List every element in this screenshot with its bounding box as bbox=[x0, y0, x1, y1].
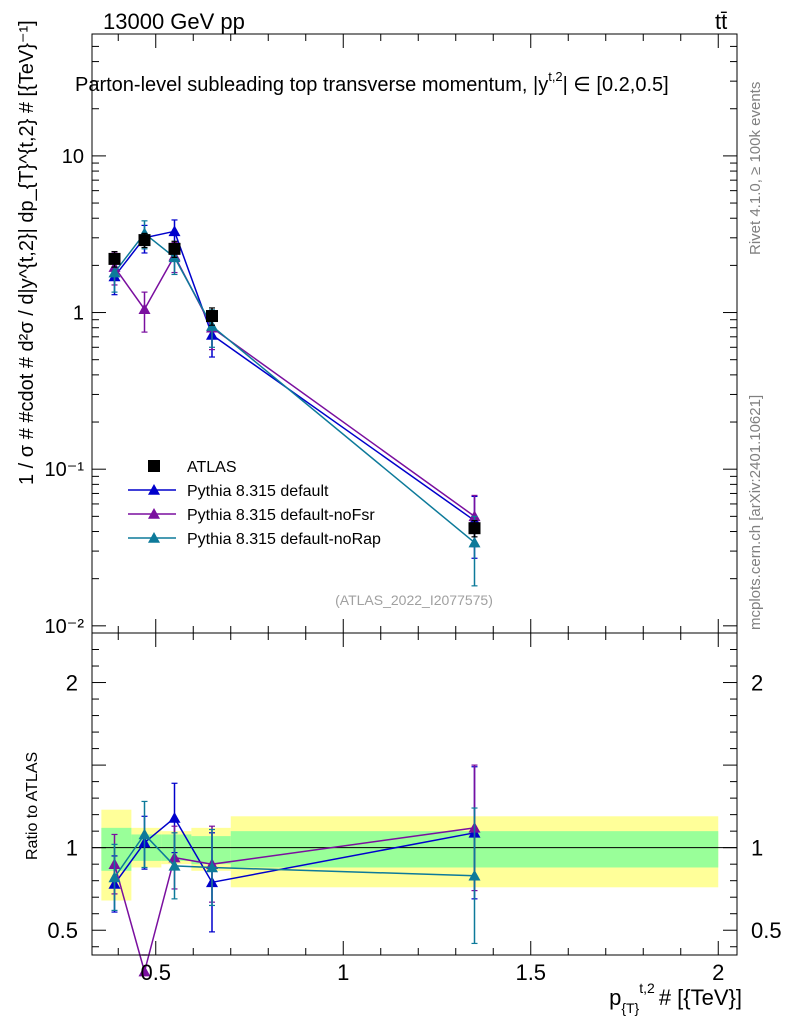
data-point-atlas bbox=[468, 522, 481, 535]
x-tick-label: 1 bbox=[337, 960, 349, 985]
legend-marker-atlas bbox=[148, 460, 160, 472]
x-tick-label: 0.5 bbox=[140, 960, 171, 985]
y-tick-label: 1 bbox=[73, 303, 84, 325]
main-ticks: 10⁻² 10⁻¹ 1 10 bbox=[45, 33, 737, 638]
ratio-frame bbox=[91, 632, 738, 956]
x-tick-label: 2 bbox=[712, 960, 724, 985]
energy-label: 13000 GeV pp bbox=[103, 9, 245, 34]
data-point-default bbox=[168, 225, 181, 237]
ratio-point-default bbox=[168, 811, 181, 823]
y-tick-label: 10 bbox=[62, 146, 84, 168]
plot-title: Parton-level subleading top transverse m… bbox=[75, 69, 669, 96]
ratio-point-noRap bbox=[168, 859, 181, 871]
ratio-y-tick-label: 2 bbox=[66, 671, 78, 696]
data-point-atlas bbox=[168, 242, 181, 255]
legend-label-noFsr: Pythia 8.315 default-noFsr bbox=[187, 507, 375, 524]
data-point-atlas bbox=[108, 252, 121, 265]
ratio-point-noRap bbox=[468, 869, 481, 881]
legend-label-default: Pythia 8.315 default bbox=[187, 483, 329, 500]
data-point-atlas bbox=[206, 310, 218, 323]
mcplots-label: mcplots.cern.ch [arXiv:2401.10621] bbox=[747, 395, 764, 630]
data-point-noFsr bbox=[138, 303, 151, 315]
ratio-y-tick-label-right: 1 bbox=[751, 836, 763, 861]
process-label: tt̄ bbox=[715, 9, 727, 34]
x-axis-label: p{T}t,2 # [{TeV}] bbox=[609, 980, 742, 1016]
ratio-y-tick-label-right: 0.5 bbox=[751, 918, 782, 943]
legend: ATLAS Pythia 8.315 default Pythia 8.315 de… bbox=[128, 459, 381, 548]
ratio-bands bbox=[92, 809, 737, 901]
main-y-axis-label: 1 / σ # #cdot # d²σ / d|y^{t,2}| dp_{T}^… bbox=[16, 20, 38, 485]
data-point-noRap bbox=[108, 266, 121, 278]
ratio-y-tick-label: 0.5 bbox=[47, 918, 78, 943]
x-tick-label: 1.5 bbox=[515, 960, 546, 985]
ratio-point-noRap bbox=[138, 828, 151, 840]
ratio-y-axis-label: Ratio to ATLAS bbox=[24, 752, 41, 860]
y-tick-label: 10⁻² bbox=[45, 616, 85, 638]
legend-marker-default bbox=[148, 484, 160, 495]
legend-marker-noFsr bbox=[148, 508, 160, 519]
ratio-y-tick-label: 1 bbox=[66, 836, 78, 861]
legend-label-noRap: Pythia 8.315 default-noRap bbox=[187, 531, 381, 548]
series-line-noFsr bbox=[113, 254, 475, 517]
ratio-point-noRap bbox=[206, 861, 218, 873]
ratio-y-tick-label-right: 2 bbox=[751, 671, 763, 696]
legend-marker-noRap bbox=[148, 532, 160, 543]
ratio-ticks: 0.5 0.5 1 1 2 2 0.5 1 1.5 2 bbox=[47, 633, 782, 985]
main-marks bbox=[108, 219, 481, 587]
main-panel: 10⁻² 10⁻¹ 1 10 (ATLAS_2022_I2077575) 1 / σ … bbox=[16, 20, 738, 638]
data-point-noRap bbox=[468, 536, 481, 548]
ratio-panel: 0.5 0.5 1 1 2 2 0.5 1 1.5 2 Ratio to ATLAS p{T}t,… bbox=[24, 632, 782, 1016]
y-tick-label: 10⁻¹ bbox=[45, 459, 85, 481]
data-point-atlas bbox=[138, 234, 151, 247]
ratio-point-noRap bbox=[108, 871, 121, 883]
legend-label-data: ATLAS bbox=[187, 459, 237, 476]
rivet-version-label: Rivet 4.1.0, ≥ 100k events bbox=[747, 82, 764, 255]
ratio-point-noFsr bbox=[138, 965, 151, 977]
analysis-watermark: (ATLAS_2022_I2077575) bbox=[335, 592, 493, 608]
